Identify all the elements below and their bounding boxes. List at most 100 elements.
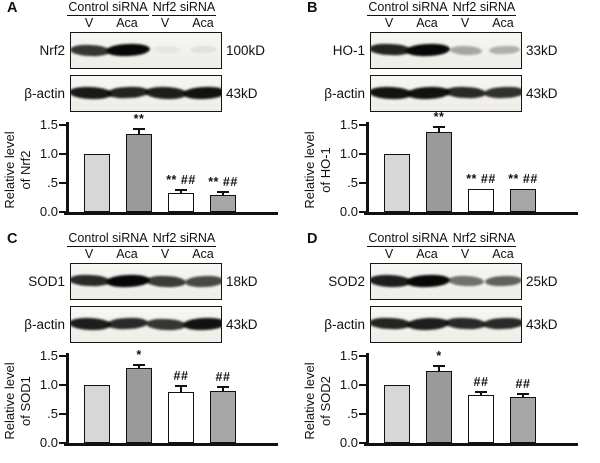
bar — [210, 391, 236, 443]
bar-chart-nrf2: Relative level of Nrf2 0.0.5 1.0 1.5 ** ** #… — [0, 112, 300, 230]
error-bar-line — [222, 192, 224, 195]
y-axis-tick-label: 0.0 — [339, 204, 358, 219]
protein-band — [71, 43, 111, 57]
lane-labels: V Aca V Aca — [70, 16, 222, 31]
western-blot-beta-actin — [70, 75, 222, 112]
error-bar-cap — [133, 128, 145, 131]
y-axis-tick — [359, 211, 366, 213]
y-axis-tick — [59, 442, 66, 444]
protein-band — [485, 275, 521, 287]
significance-label: ** — [133, 112, 145, 127]
significance-label: ** ## — [208, 175, 238, 190]
y-axis-tick-label: 1.0 — [339, 377, 358, 392]
significance-label: ** ## — [508, 172, 538, 187]
x-axis-line — [64, 443, 278, 446]
western-blot-sod1 — [70, 263, 222, 300]
molecular-weight-label: 43kD — [226, 317, 258, 332]
error-bar-cap — [217, 386, 229, 389]
bar — [168, 392, 194, 443]
protein-band — [488, 45, 520, 55]
lane-label-aca: Aca — [116, 247, 138, 261]
bar — [468, 188, 494, 212]
lane-label-aca: Aca — [116, 16, 138, 30]
protein-band — [107, 317, 149, 331]
x-axis-line — [364, 443, 578, 446]
blot-label-beta-actin: β-actin — [24, 317, 65, 332]
bar — [426, 371, 452, 443]
error-bar-cap — [217, 191, 229, 194]
lane-label-v: V — [460, 247, 470, 261]
error-bar-cap — [517, 393, 529, 396]
y-axis-tick — [59, 153, 66, 155]
y-axis-tick-label: 1.0 — [39, 146, 58, 161]
error-bar-line — [222, 387, 224, 392]
panel-d: D Control siRNA Nrf2 siRNA V Aca V Aca S… — [300, 231, 600, 463]
lane-label-aca: Aca — [416, 16, 438, 30]
protein-band — [106, 86, 150, 100]
significance-label: * — [436, 349, 442, 364]
lane-label-aca: Aca — [192, 247, 214, 261]
lane-label-v: V — [84, 247, 94, 261]
panel-letter-d: D — [307, 231, 318, 247]
significance-label: ** ## — [166, 173, 196, 187]
lane-label-v: V — [384, 16, 394, 30]
protein-band — [144, 86, 188, 100]
molecular-weight-label: 25kD — [526, 274, 558, 289]
western-blot-beta-actin — [370, 75, 522, 112]
western-blot-beta-actin — [70, 306, 222, 343]
y-axis-tick — [359, 153, 366, 155]
error-bar-cap — [133, 363, 145, 366]
blot-label-sod2: SOD2 — [328, 274, 365, 289]
bar — [84, 385, 110, 443]
error-bar-line — [180, 386, 182, 392]
group-label-nrf2-sirna: Nrf2 siRNA — [451, 0, 517, 16]
molecular-weight-label: 43kD — [226, 86, 258, 101]
y-axis-tick — [359, 355, 366, 357]
bar — [384, 385, 410, 443]
significance-label: ## — [173, 369, 189, 384]
bar — [84, 154, 110, 212]
group-label-control-sirna: Control siRNA — [67, 0, 149, 16]
western-blot-nrf2 — [70, 32, 222, 69]
y-axis-line — [66, 353, 69, 446]
blot-label-beta-actin: β-actin — [324, 86, 365, 101]
protein-band — [447, 275, 485, 287]
western-blot-ho-1 — [370, 32, 522, 69]
blot-label-beta-actin: β-actin — [324, 317, 365, 332]
error-bar-line — [138, 129, 140, 134]
significance-label: ## — [515, 377, 531, 392]
lane-labels: V Aca V Aca — [70, 247, 222, 262]
y-axis-line — [366, 122, 369, 215]
protein-band — [406, 86, 450, 100]
y-axis-tick-label: 1.5 — [39, 348, 58, 363]
y-axis-tick — [59, 182, 66, 184]
bar-chart-sod1: Relative level of SOD1 0.0.5 1.0 1.5 * ## ## — [0, 348, 300, 461]
x-axis-line — [64, 212, 278, 215]
protein-band — [145, 274, 187, 288]
y-axis-tick-label: 1.0 — [339, 146, 358, 161]
treatment-group-labels: Control siRNA Nrf2 siRNA — [367, 231, 522, 247]
protein-band — [445, 86, 487, 100]
lane-label-v: V — [84, 16, 94, 30]
significance-label: ## — [215, 370, 231, 385]
bar — [384, 154, 410, 212]
bar — [126, 367, 152, 443]
panel-c: C Control siRNA Nrf2 siRNA V Aca V Aca S… — [0, 231, 300, 463]
panel-letter-a: A — [7, 0, 18, 16]
y-axis-tick — [59, 355, 66, 357]
molecular-weight-label: 43kD — [526, 317, 558, 332]
protein-band — [406, 317, 450, 331]
panel-letter-b: B — [307, 0, 318, 16]
bar — [510, 396, 536, 443]
protein-band — [152, 45, 180, 55]
protein-band — [483, 86, 521, 100]
error-bar-cap — [175, 189, 187, 191]
y-axis-line — [66, 122, 69, 215]
y-axis-tick-label: .5 — [47, 406, 58, 421]
protein-band — [105, 43, 151, 57]
error-bar-cap — [175, 385, 187, 388]
y-axis-tick-label: 1.5 — [339, 117, 358, 132]
bar — [426, 132, 452, 212]
y-axis-tick — [59, 384, 66, 386]
blot-label-ho-1: HO-1 — [332, 43, 365, 58]
